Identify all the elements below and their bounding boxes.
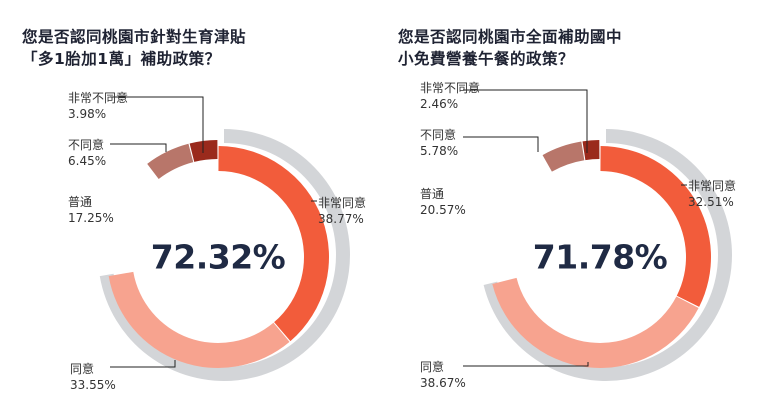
label-neutral: 普通 20.57% [420,187,466,217]
label-strongly-disagree: 非常不同意 3.98% [68,91,129,121]
leader-line-strongly-disagree [463,89,588,153]
label-agree: 同意 38.67% [420,360,466,390]
leader-line-agree [463,362,589,367]
slice-strongly-agree [600,146,711,307]
leader-line-disagree [463,136,539,152]
chart-title-line-2: 小免費營養午餐的政策？ [398,50,575,68]
label-disagree: 不同意 5.78% [420,128,459,158]
slice-agree [492,277,699,368]
leader-line-disagree [110,143,167,152]
label-neutral: 普通 17.25% [68,195,114,225]
donut-chart [99,96,350,381]
slice-strongly-disagree [582,140,600,161]
chart-panel-right: 您是否認同桃園市全面補助國中 小免費營養午餐的政策？ 非常不同意 2.46% 不… [383,0,765,413]
leader-line-strongly-disagree [110,96,204,153]
slice-disagree [147,143,194,179]
chart-title-line-1: 您是否認同桃園市針對生育津貼 [22,28,247,46]
label-strongly-agree: 非常同意 32.51% [688,179,737,209]
donut-chart [463,89,732,381]
chart-title-line-1: 您是否認同桃園市全面補助國中 [398,28,623,46]
slice-strongly-disagree [189,140,218,162]
leader-line-agree [110,360,176,368]
label-strongly-disagree: 非常不同意 2.46% [420,81,481,111]
chart-title: 您是否認同桃園市針對生育津貼 「多1胎加1萬」補助政策？ [22,26,246,70]
chart-panel-left: 您是否認同桃園市針對生育津貼 「多1胎加1萬」補助政策？ 非常不同意 3.98%… [0,0,382,413]
label-agree: 同意 33.55% [70,362,116,392]
slice-disagree [542,141,585,172]
chart-title: 您是否認同桃園市全面補助國中 小免費營養午餐的政策？ [398,26,622,70]
center-value: 71.78% [532,237,668,277]
label-strongly-agree: 非常同意 38.77% [318,196,367,226]
center-value: 72.32% [150,237,286,277]
chart-title-line-2: 「多1胎加1萬」補助政策？ [22,50,221,68]
slice-agree [108,271,290,368]
label-disagree: 不同意 6.45% [68,138,107,168]
slice-strongly-agree [218,146,330,342]
